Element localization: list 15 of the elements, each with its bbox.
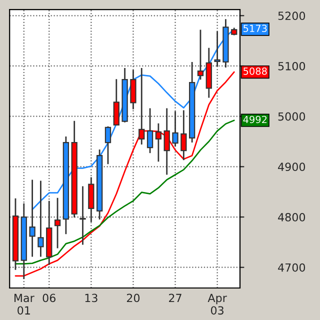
y-tick-label: 4800 (278, 212, 306, 222)
y-tick-label: 5000 (278, 112, 306, 121)
x-tick-label: 20 (126, 294, 140, 302)
x-tick-label: 06 (42, 294, 56, 302)
y-tick-label: 4900 (278, 162, 306, 172)
y-tick-label: 5200 (278, 12, 306, 20)
x-tick-label: 13 (85, 294, 98, 302)
y-tick-label: 4700 (278, 263, 306, 272)
x-tick-label: Mar 01 (14, 294, 34, 315)
x-tick-label: Apr 03 (208, 294, 227, 315)
data-label: 5173 (244, 24, 267, 32)
x-tick-label: 27 (168, 294, 182, 302)
y-tick-label: 5100 (278, 62, 306, 70)
data-label: 5088 (244, 67, 267, 75)
data-label: 4992 (243, 116, 267, 124)
